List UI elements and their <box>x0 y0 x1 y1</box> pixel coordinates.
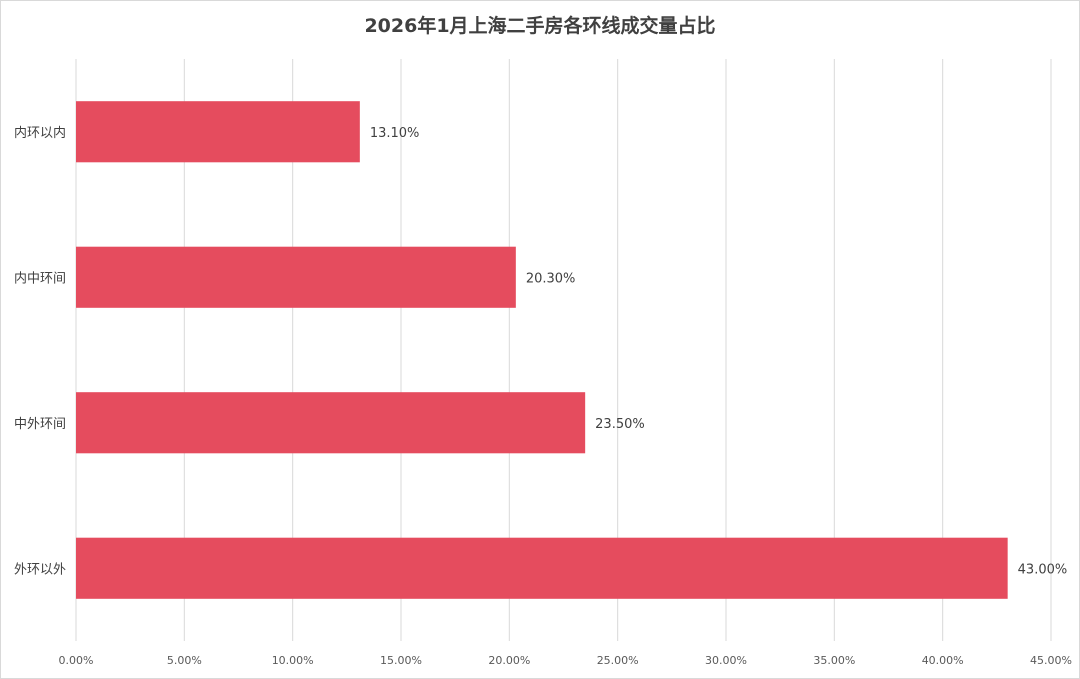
x-tick-label: 25.00% <box>597 654 639 667</box>
bar <box>76 537 1008 599</box>
category-label: 外环以外 <box>14 562 66 577</box>
x-tick-label: 20.00% <box>488 654 530 667</box>
category-label: 中外环间 <box>14 417 66 432</box>
chart-title: 2026年1月上海二手房各环线成交量占比 <box>364 15 716 37</box>
bar <box>76 246 516 308</box>
x-tick-label: 40.00% <box>922 654 964 667</box>
x-tick-label: 0.00% <box>59 654 94 667</box>
x-tick-label: 15.00% <box>380 654 422 667</box>
x-tick-label: 10.00% <box>272 654 314 667</box>
bar <box>76 392 586 454</box>
category-label: 内环以内 <box>14 125 66 141</box>
data-label: 43.00% <box>1018 562 1068 577</box>
data-label: 23.50% <box>595 417 645 432</box>
bar <box>76 101 360 163</box>
x-tick-label: 30.00% <box>705 654 747 667</box>
category-label: 内中环间 <box>14 270 66 286</box>
x-tick-label: 5.00% <box>167 654 202 667</box>
data-label: 20.30% <box>526 271 576 286</box>
x-tick-label: 45.00% <box>1030 654 1072 667</box>
data-label: 13.10% <box>370 126 420 141</box>
x-tick-label: 35.00% <box>813 654 855 667</box>
